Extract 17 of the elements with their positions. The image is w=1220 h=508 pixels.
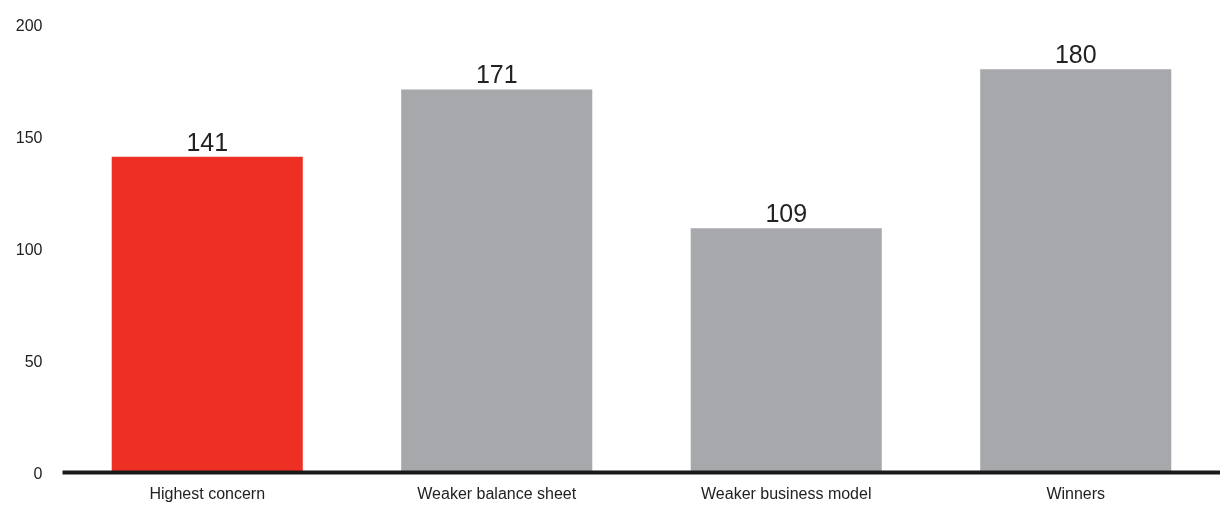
x-tick-label: Highest concern bbox=[149, 484, 266, 502]
y-tick-label: 200 bbox=[15, 16, 43, 34]
data-label: 171 bbox=[475, 60, 518, 89]
y-tick-label: 50 bbox=[24, 352, 43, 370]
x-tick-label: Winners bbox=[1046, 484, 1106, 502]
y-tick-label: 100 bbox=[15, 240, 43, 258]
x-tick-label: Weaker business model bbox=[701, 484, 872, 502]
y-tick-label: 150 bbox=[15, 128, 43, 146]
bar bbox=[401, 89, 593, 473]
bar bbox=[980, 69, 1172, 473]
data-label: 141 bbox=[186, 127, 229, 156]
x-tick-label: Weaker balance sheet bbox=[417, 484, 577, 502]
data-label: 109 bbox=[765, 199, 808, 228]
y-tick-label: 0 bbox=[33, 464, 43, 482]
bar bbox=[690, 228, 882, 473]
data-label: 180 bbox=[1054, 40, 1097, 69]
bar bbox=[111, 156, 303, 473]
